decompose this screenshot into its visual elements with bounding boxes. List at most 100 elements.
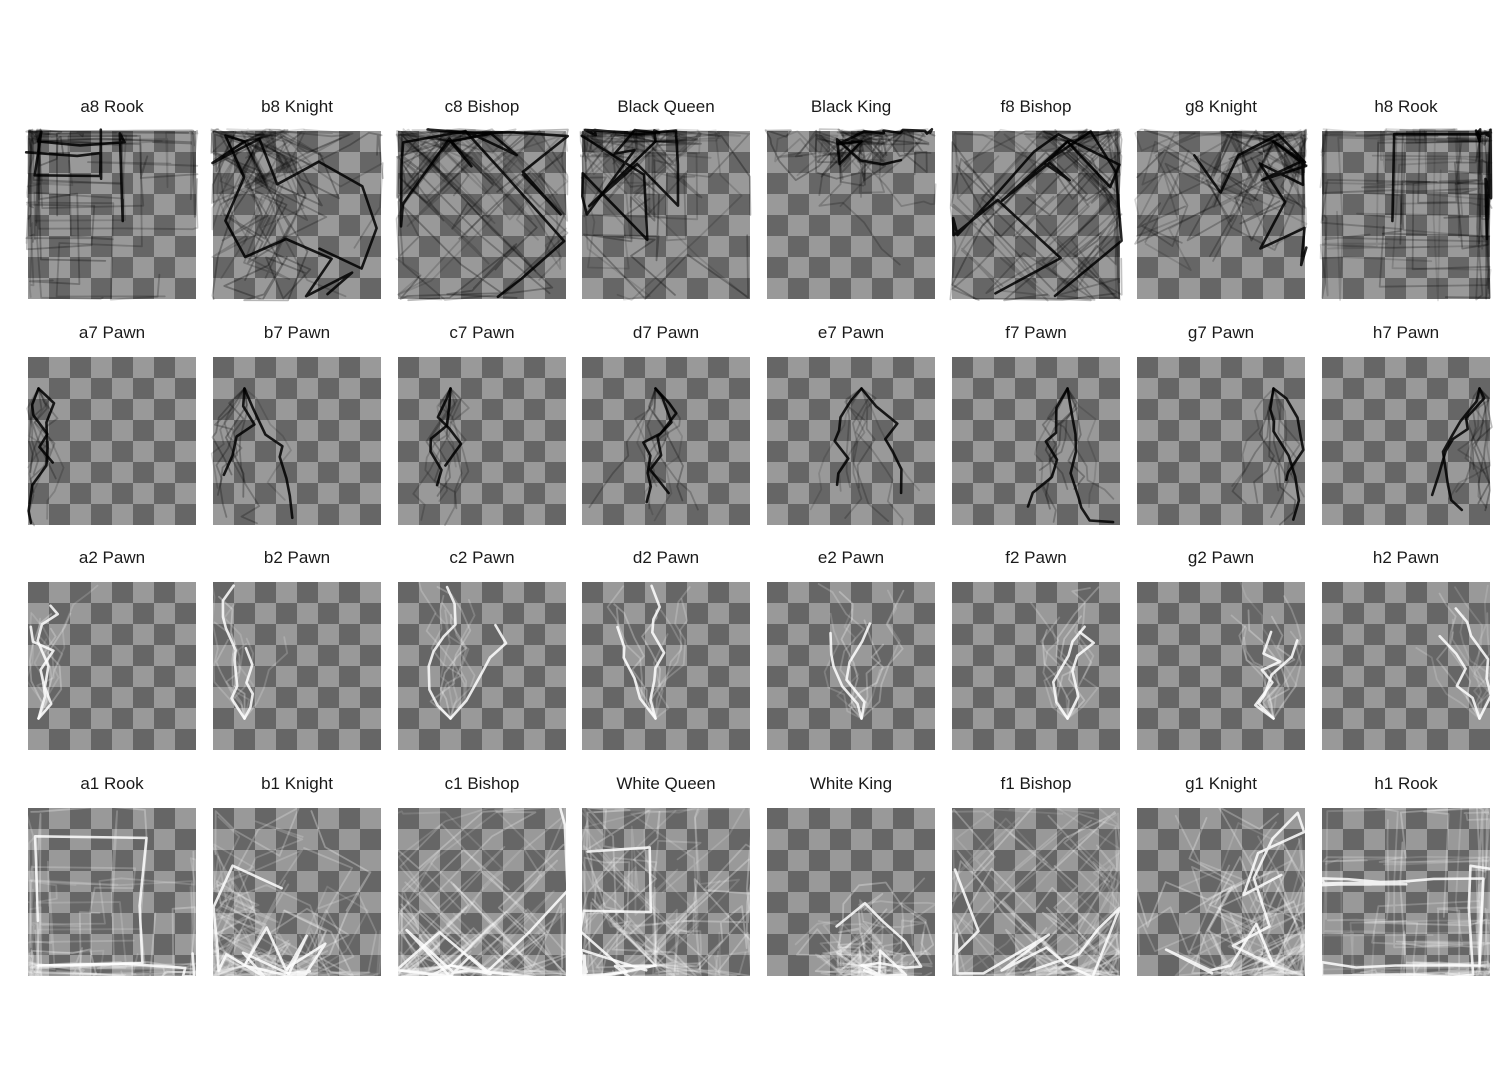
board-square <box>133 152 154 173</box>
board-square <box>1099 850 1120 871</box>
board-square <box>893 378 914 399</box>
trajectory-line <box>36 135 107 262</box>
board-square <box>687 829 708 850</box>
board-square <box>461 808 482 829</box>
trajectory-line <box>33 638 48 720</box>
trajectory-line <box>646 387 699 511</box>
trajectory-line <box>36 128 104 300</box>
board-square <box>809 871 830 892</box>
trajectory-line <box>838 129 936 166</box>
board-square <box>893 934 914 955</box>
board-square <box>872 357 893 378</box>
board-square <box>708 582 729 603</box>
board-square <box>767 729 788 750</box>
board-square <box>28 582 49 603</box>
board-square <box>788 582 809 603</box>
board-square <box>708 131 729 152</box>
board-square <box>398 399 419 420</box>
board-square <box>872 666 893 687</box>
trajectory-line <box>1247 609 1290 720</box>
trajectory-line <box>243 131 350 199</box>
trajectory-line <box>653 633 669 720</box>
board-square <box>582 829 603 850</box>
trajectory-line <box>1269 387 1301 521</box>
board-square <box>70 215 91 236</box>
trajectory-line <box>654 950 747 978</box>
board-square <box>767 808 788 829</box>
board-square <box>1137 687 1158 708</box>
board-square <box>851 934 872 955</box>
chessboard-plot <box>26 357 196 527</box>
board-square <box>809 934 830 955</box>
board-square <box>28 357 49 378</box>
board-square <box>645 729 666 750</box>
board-square <box>851 215 872 236</box>
board-square <box>1078 194 1099 215</box>
board-square <box>91 420 112 441</box>
board-square <box>1099 399 1120 420</box>
board-square <box>952 913 973 934</box>
board-square <box>503 441 524 462</box>
board-square <box>339 378 360 399</box>
board-square <box>133 236 154 257</box>
board-square <box>482 871 503 892</box>
board-square <box>70 399 91 420</box>
board-square <box>1385 624 1406 645</box>
board-square <box>809 504 830 525</box>
board-square <box>788 131 809 152</box>
board-square <box>1179 357 1200 378</box>
trajectory-line <box>430 130 569 281</box>
board-square <box>952 257 973 278</box>
board-square <box>788 913 809 934</box>
board-square <box>461 420 482 441</box>
board-square <box>419 708 440 729</box>
board-square <box>952 892 973 913</box>
board-square <box>419 850 440 871</box>
board-square <box>112 808 133 829</box>
board-square <box>687 357 708 378</box>
board-square <box>419 399 440 420</box>
board-square <box>1322 687 1343 708</box>
board-square <box>603 462 624 483</box>
board-square <box>339 892 360 913</box>
board-square <box>545 955 566 976</box>
board-square <box>482 236 503 257</box>
board-square <box>503 483 524 504</box>
chessboard-plot <box>1137 581 1305 750</box>
trajectory-line <box>243 636 289 720</box>
trajectory-line <box>214 890 269 976</box>
board-square <box>893 913 914 934</box>
board-square <box>1179 850 1200 871</box>
board-square <box>767 420 788 441</box>
board-square <box>339 808 360 829</box>
board-square <box>154 399 175 420</box>
trajectory-line <box>1206 864 1275 979</box>
trajectory-line <box>37 960 198 969</box>
board-square <box>70 462 91 483</box>
board-square <box>276 892 297 913</box>
trajectory-line <box>836 129 885 173</box>
trajectory-line <box>1391 139 1492 297</box>
board-square <box>28 173 49 194</box>
board-square <box>213 645 234 666</box>
trajectory-line <box>613 879 737 977</box>
board-square <box>687 257 708 278</box>
trajectory-line <box>583 133 750 300</box>
panel-title: a8 Rook <box>80 97 144 116</box>
trajectory-line <box>860 387 903 495</box>
board-square <box>603 504 624 525</box>
board-square <box>28 829 49 850</box>
trajectory-line <box>579 130 657 163</box>
trajectory-line <box>860 949 932 979</box>
board-square <box>788 871 809 892</box>
board-square <box>973 582 994 603</box>
board-square <box>112 378 133 399</box>
board-square <box>1200 892 1221 913</box>
board-square <box>1179 829 1200 850</box>
trajectory-line <box>449 128 569 215</box>
board-square <box>49 131 70 152</box>
board-square <box>973 666 994 687</box>
board-square <box>297 378 318 399</box>
board-square <box>276 399 297 420</box>
board-square <box>603 955 624 976</box>
